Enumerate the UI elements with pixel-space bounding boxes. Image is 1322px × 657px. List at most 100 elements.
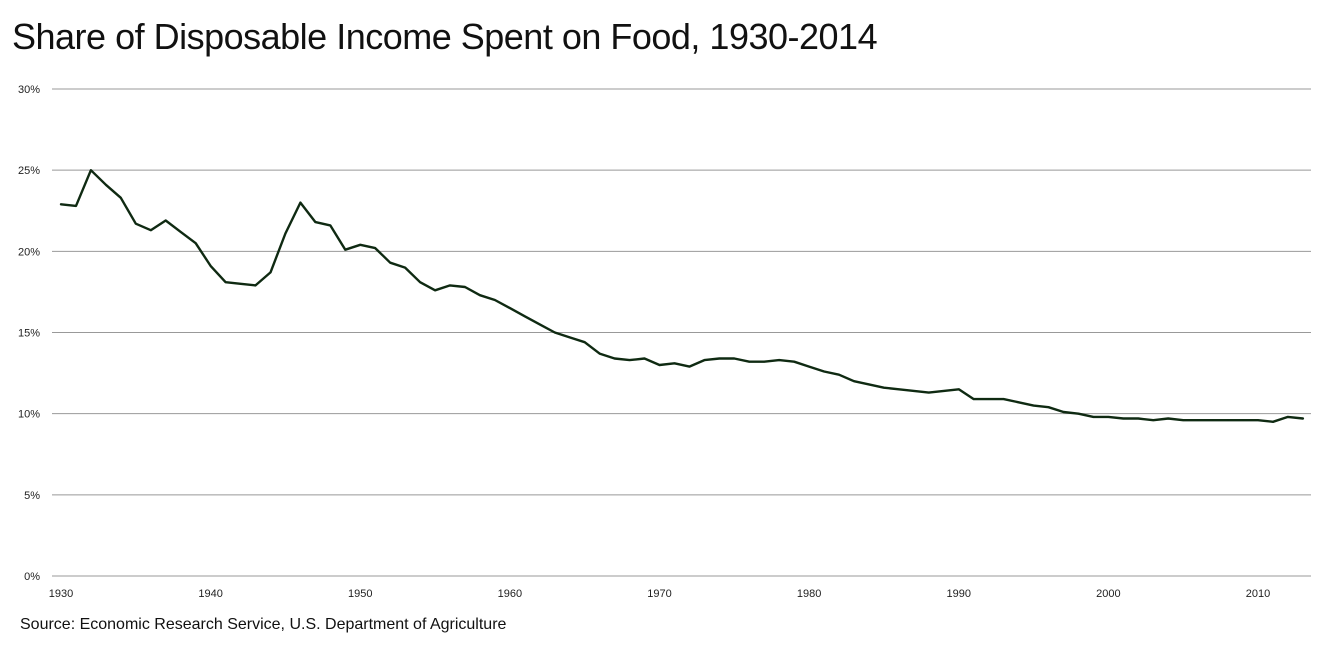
data-point: [1152, 419, 1155, 421]
data-point: [1287, 416, 1289, 418]
data-point: [224, 281, 227, 283]
data-point: [105, 183, 107, 186]
data-point: [239, 283, 242, 285]
data-point: [359, 244, 362, 246]
data-point: [1257, 419, 1259, 421]
data-point: [209, 265, 212, 267]
y-axis-ticks: 0% 5% 10% 15% 20% 25% 30%: [18, 84, 40, 583]
data-point: [1017, 401, 1020, 404]
data-point: [179, 231, 182, 233]
data-point: [1182, 419, 1184, 421]
data-point: [853, 380, 855, 383]
data-point: [269, 271, 272, 274]
data-point: [913, 390, 915, 392]
data-point: [1122, 417, 1125, 420]
data-point: [868, 383, 870, 386]
x-axis-ticks: 1930 1940 1950 1960 1970 1980 1990 2000 2010: [49, 588, 1270, 600]
data-point: [793, 360, 795, 363]
data-point: [314, 221, 317, 223]
data-point: [135, 222, 137, 225]
data-point: [718, 357, 721, 360]
data-point: [434, 289, 436, 292]
data-point: [494, 299, 496, 301]
data-point: [60, 203, 62, 206]
data-point: [449, 284, 451, 287]
data-point: [763, 360, 766, 363]
data-point: [1197, 419, 1199, 421]
data-point: [688, 365, 691, 368]
data-point: [598, 352, 601, 355]
data-points: [60, 169, 1304, 423]
x-tick-label: 1990: [947, 588, 971, 600]
data-point: [1212, 419, 1214, 421]
data-point: [90, 169, 92, 171]
data-point: [1032, 404, 1035, 407]
data-point: [120, 196, 122, 199]
data-point: [509, 307, 511, 309]
data-point: [1137, 417, 1140, 420]
data-point: [419, 281, 421, 283]
y-tick-label: 25%: [18, 165, 40, 177]
gridlines: [52, 88, 1311, 577]
data-point: [883, 386, 885, 389]
data-point: [583, 341, 586, 344]
x-tick-label: 1940: [198, 588, 222, 600]
x-tick-label: 2000: [1096, 588, 1120, 600]
data-point: [1302, 417, 1304, 420]
data-point: [1242, 419, 1244, 421]
data-point: [808, 365, 810, 368]
x-tick-label: 1960: [498, 588, 522, 600]
data-point: [1047, 406, 1050, 408]
data-point: [299, 201, 302, 204]
data-point: [823, 370, 825, 373]
data-point: [539, 323, 541, 326]
data-point: [479, 294, 481, 296]
x-tick-label: 2010: [1246, 588, 1270, 600]
data-point: [733, 357, 736, 360]
data-point: [928, 391, 930, 394]
data-point: [374, 247, 377, 249]
x-tick-label: 1930: [49, 588, 73, 600]
data-point: [1092, 416, 1095, 418]
data-point: [404, 266, 406, 269]
data-point: [1167, 417, 1170, 420]
data-point: [568, 336, 571, 339]
data-point: [164, 219, 167, 222]
data-point: [613, 357, 616, 360]
data-point: [942, 390, 945, 392]
data-point: [1077, 412, 1080, 415]
source-note: Source: Economic Research Service, U.S. …: [20, 616, 507, 633]
data-point: [898, 388, 900, 391]
data-point: [1107, 416, 1110, 418]
data-point: [389, 261, 391, 264]
data-point: [628, 359, 631, 361]
chart-title: Share of Disposable Income Spent on Food…: [12, 16, 878, 57]
y-tick-label: 0%: [24, 571, 40, 583]
data-point: [553, 331, 556, 334]
data-point: [1002, 398, 1005, 400]
data-point: [524, 315, 526, 318]
data-point: [194, 242, 197, 245]
y-tick-label: 15%: [18, 328, 40, 340]
data-point: [748, 360, 751, 363]
data-point: [329, 224, 332, 227]
y-tick-label: 10%: [18, 409, 40, 421]
data-point: [957, 388, 960, 391]
data-point: [673, 362, 676, 365]
y-tick-label: 20%: [18, 246, 40, 258]
data-point: [703, 359, 706, 361]
data-point: [149, 229, 152, 232]
x-tick-label: 1950: [348, 588, 372, 600]
data-point: [344, 248, 347, 251]
data-point: [987, 398, 990, 400]
data-point: [778, 359, 780, 361]
data-point: [658, 364, 661, 366]
y-tick-label: 5%: [24, 490, 40, 502]
data-point: [75, 205, 77, 207]
data-point: [643, 357, 646, 360]
x-tick-label: 1970: [647, 588, 671, 600]
data-point: [1227, 419, 1229, 421]
y-tick-label: 30%: [18, 84, 40, 96]
data-point: [972, 398, 975, 400]
